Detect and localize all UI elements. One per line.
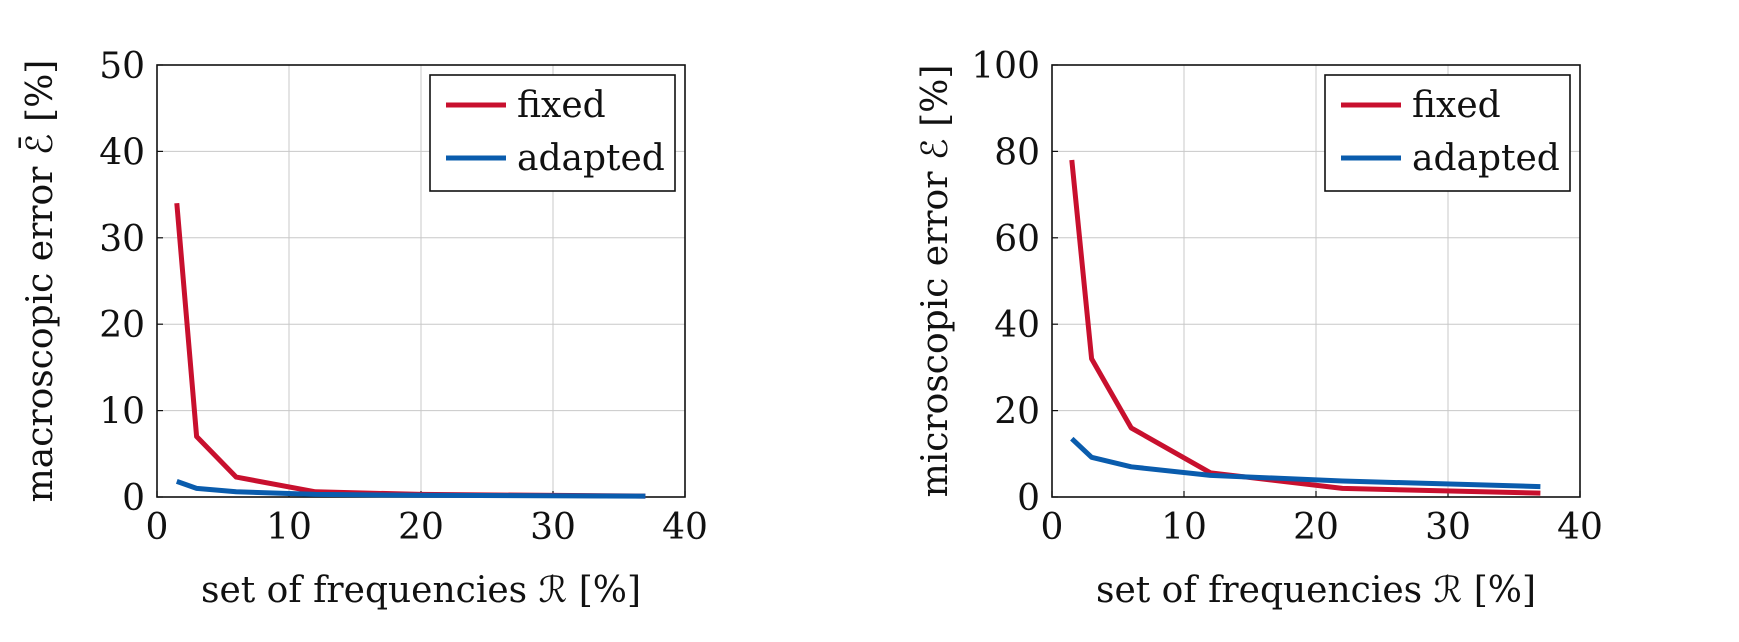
x-tick-label: 40 xyxy=(1557,507,1603,548)
chart-macroscopic-error: 0 10 20 30 40 0 10 20 30 40 50 set of frequencies ℛ… xyxy=(18,46,707,611)
x-tick-label: 40 xyxy=(662,507,708,548)
legend-box xyxy=(1324,74,1571,192)
legend-label-fixed: fixed xyxy=(1412,85,1501,126)
x-axis-label: set of frequencies ℛ [%] xyxy=(201,570,641,611)
y-tick-label: 20 xyxy=(994,392,1040,433)
y-tick-label: 40 xyxy=(994,305,1040,346)
legend: fixed adapted xyxy=(1324,74,1571,192)
x-tick-label: 0 xyxy=(1041,507,1064,548)
x-tick-label: 10 xyxy=(1161,507,1207,548)
y-tick-label: 20 xyxy=(99,305,145,346)
x-tick-label: 20 xyxy=(398,507,444,548)
legend-label-fixed: fixed xyxy=(517,85,606,126)
legend-label-adapted: adapted xyxy=(1412,138,1560,179)
y-tick-label: 10 xyxy=(99,392,145,433)
x-tick-label: 0 xyxy=(146,507,169,548)
x-tick-label: 30 xyxy=(530,507,576,548)
y-tick-label: 50 xyxy=(99,46,145,87)
series-line-adapted xyxy=(1070,436,1541,490)
legend-box xyxy=(429,74,676,192)
y-tick-label: 40 xyxy=(99,132,145,173)
x-tick-label: 30 xyxy=(1425,507,1471,548)
x-axis-label: set of frequencies ℛ [%] xyxy=(1096,570,1536,611)
x-tick-label: 20 xyxy=(1293,507,1339,548)
y-axis-label: macroscopic error ℰ̄ [%] xyxy=(18,60,61,503)
legend: fixed adapted xyxy=(429,74,676,192)
y-tick-label: 0 xyxy=(122,478,145,519)
legend-label-adapted: adapted xyxy=(517,138,665,179)
y-axis-label: microscopic error ℰ [%] xyxy=(915,65,956,498)
y-tick-label: 30 xyxy=(99,219,145,260)
y-tick-label: 80 xyxy=(994,132,1040,173)
chart-microscopic-error: 0 10 20 30 40 0 20 40 60 80 100 set of frequencies … xyxy=(915,46,1603,611)
y-tick-label: 60 xyxy=(994,219,1040,260)
y-tick-label: 0 xyxy=(1017,478,1040,519)
series-line-adapted xyxy=(175,479,646,499)
series-line-fixed xyxy=(174,202,646,499)
y-tick-label: 100 xyxy=(971,46,1040,87)
series-line-fixed xyxy=(1069,159,1541,496)
x-tick-label: 10 xyxy=(266,507,312,548)
